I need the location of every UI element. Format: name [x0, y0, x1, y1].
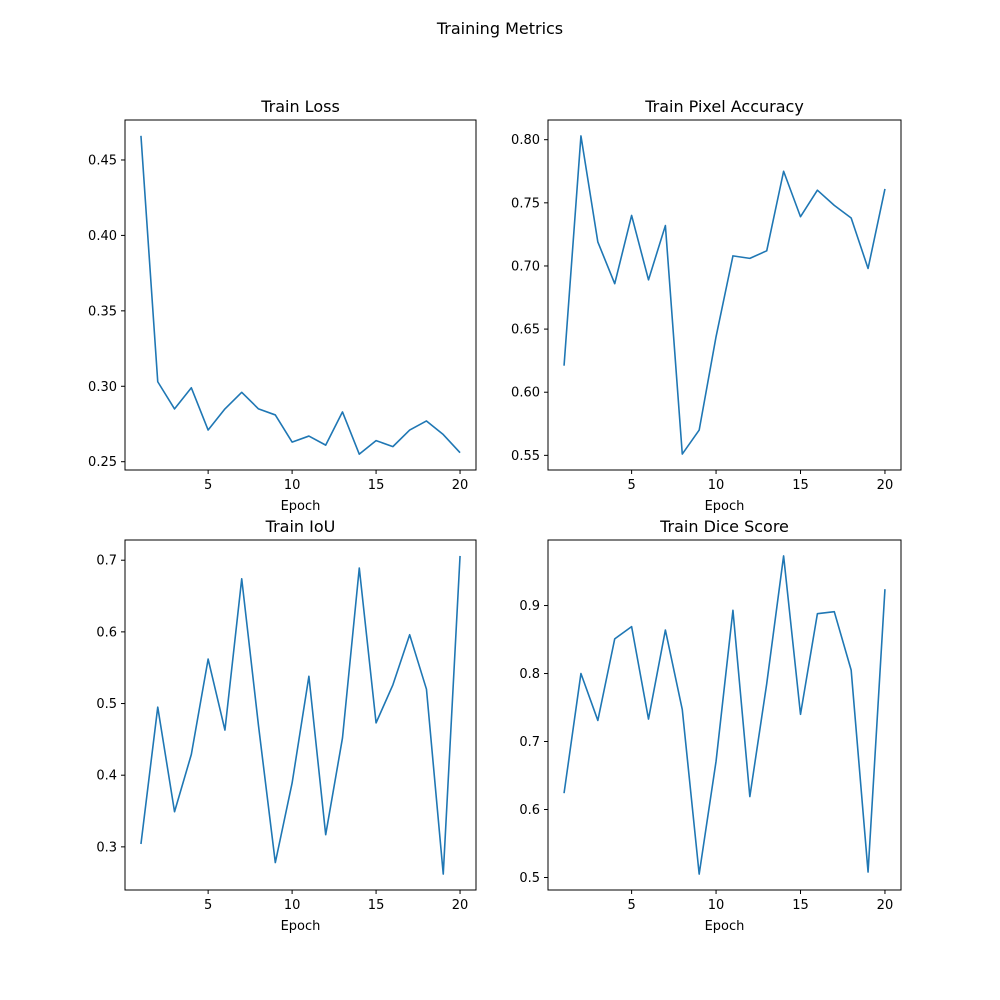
subplot-1-xtick-label-10: 10: [708, 478, 725, 493]
subplot-0-ytick-label-0: 0.25: [88, 455, 117, 470]
subplot-3-xtick-label-10: 10: [708, 898, 725, 913]
figure-title: Training Metrics: [436, 19, 563, 38]
subplot-3-ytick-label-0: 0.5: [519, 871, 540, 886]
subplot-3-xtick-label-5: 5: [627, 898, 635, 913]
subplot-2-ytick-label-0: 0.3: [96, 840, 117, 855]
subplot-0-xlabel: Epoch: [281, 499, 321, 514]
subplot-0-ytick-label-4: 0.45: [88, 153, 117, 168]
subplot-0-xtick-label-10: 10: [284, 478, 301, 493]
subplot-2-xtick-label-15: 15: [368, 898, 385, 913]
subplot-2-xtick-label-10: 10: [284, 898, 301, 913]
subplot-2-title: Train IoU: [265, 517, 336, 536]
subplot-1-xtick-label-5: 5: [627, 478, 635, 493]
subplot-0-xtick-label-5: 5: [204, 478, 212, 493]
subplot-1-ytick-label-3: 0.70: [511, 259, 540, 274]
subplot-1-ytick-label-5: 0.80: [511, 133, 540, 148]
subplot-0-ytick-label-2: 0.35: [88, 304, 117, 319]
subplot-0-xtick-label-15: 15: [368, 478, 385, 493]
subplot-2-xtick-label-20: 20: [452, 898, 469, 913]
subplot-3-xtick-label-15: 15: [792, 898, 809, 913]
subplot-2-xlabel: Epoch: [281, 919, 321, 934]
subplot-3-title: Train Dice Score: [659, 517, 789, 536]
subplot-1-series-line: [563, 135, 886, 455]
subplot-3-axes-frame: [547, 539, 902, 891]
subplot-3-xlabel: Epoch: [705, 919, 745, 934]
subplot-3-ytick-label-2: 0.7: [519, 735, 540, 750]
subplot-0-axes-frame: [124, 119, 477, 471]
subplot-0-ytick-label-3: 0.40: [88, 229, 117, 244]
subplot-1-xtick-label-20: 20: [877, 478, 894, 493]
subplot-1-ytick-label-0: 0.55: [511, 449, 540, 464]
subplot-1-xlabel: Epoch: [705, 499, 745, 514]
subplot-1-ytick-label-4: 0.75: [511, 196, 540, 211]
subplot-0-series-line: [140, 135, 461, 455]
subplot-1-xtick-label-15: 15: [792, 478, 809, 493]
subplot-3-ytick-label-1: 0.6: [519, 803, 540, 818]
subplot-2-series-line: [140, 555, 461, 875]
subplot-1-ytick-label-2: 0.65: [511, 323, 540, 338]
subplot-2-ytick-label-1: 0.4: [96, 769, 117, 784]
subplot-1-title: Train Pixel Accuracy: [644, 97, 804, 116]
subplot-1-ytick-label-1: 0.60: [511, 386, 540, 401]
subplot-2-ytick-label-2: 0.5: [96, 697, 117, 712]
subplot-3-ytick-label-3: 0.8: [519, 667, 540, 682]
subplot-2-xtick-label-5: 5: [204, 898, 212, 913]
subplot-2-axes-frame: [124, 539, 477, 891]
subplot-0-ytick-label-1: 0.30: [88, 380, 117, 395]
subplot-0-xtick-label-20: 20: [452, 478, 469, 493]
subplot-3-ytick-label-4: 0.9: [519, 599, 540, 614]
subplot-0-title: Train Loss: [260, 97, 340, 116]
subplot-2-ytick-label-3: 0.6: [96, 625, 117, 640]
subplot-1-axes-frame: [547, 119, 902, 471]
subplot-3-xtick-label-20: 20: [877, 898, 894, 913]
subplot-3-series-line: [563, 555, 886, 875]
subplot-2-ytick-label-4: 0.7: [96, 554, 117, 569]
